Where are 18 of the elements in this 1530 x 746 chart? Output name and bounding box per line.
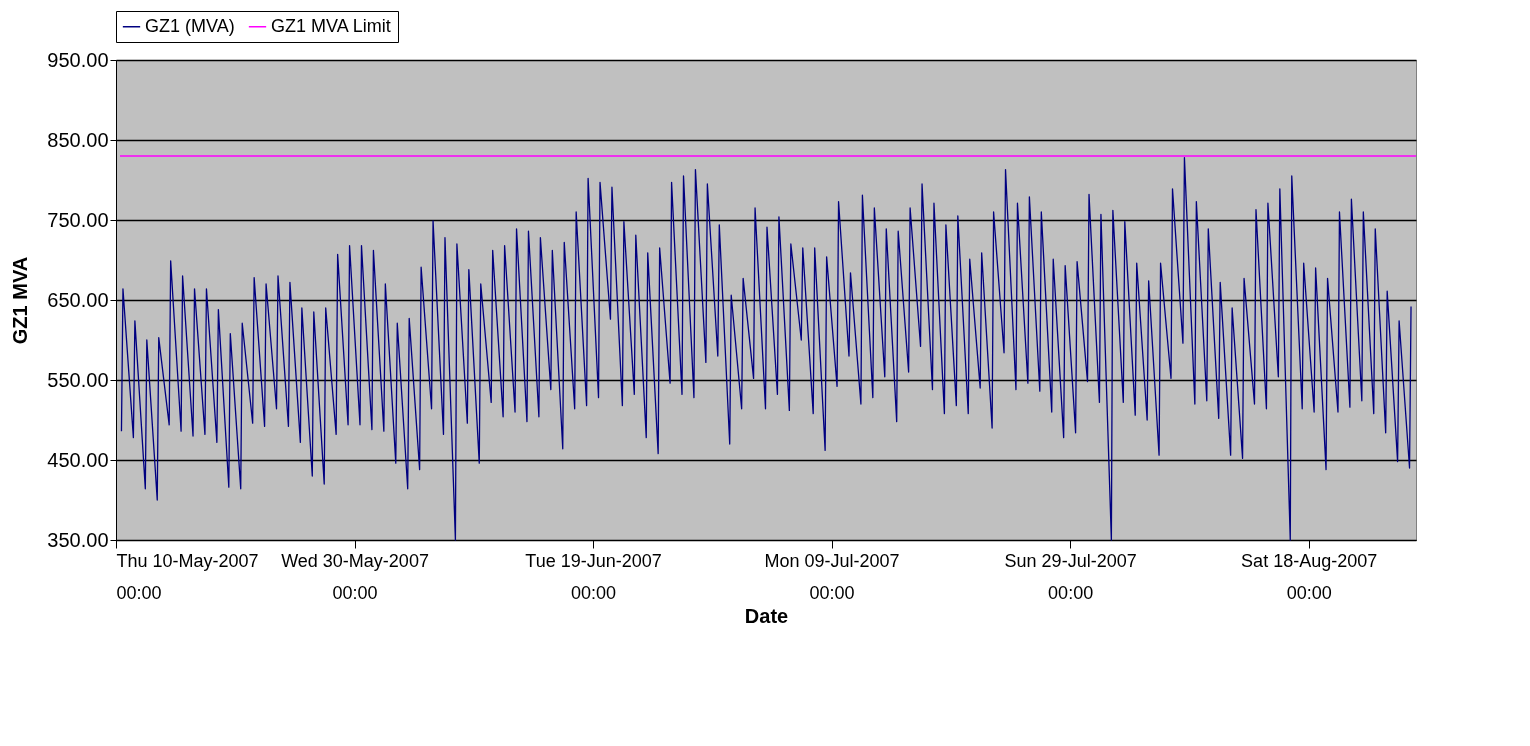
y-tick-label: 350.00 [47, 528, 109, 551]
legend-label: GZ1 MVA Limit [271, 15, 391, 36]
y-tick-label: 450.00 [47, 448, 109, 471]
x-tick-label: Thu 10-May-2007 00:00 [116, 550, 259, 603]
legend-label: GZ1 (MVA) [145, 15, 235, 36]
x-tick-label: Sun 29-Jul-2007 00:00 [1004, 550, 1137, 603]
x-tick-label: Wed 30-May-2007 00:00 [281, 550, 429, 603]
y-tick-label: 550.00 [47, 368, 109, 391]
y-tick-label: 950.00 [47, 48, 109, 71]
x-axis-title: Date [744, 604, 789, 627]
x-tick-label: Sat 18-Aug-2007 00:00 [1241, 550, 1378, 603]
y-tick-label: 650.00 [47, 288, 109, 311]
x-tick-label: Tue 19-Jun-2007 00:00 [525, 550, 662, 603]
line-series [120, 156, 1412, 541]
y-tick-label: 750.00 [47, 208, 109, 231]
y-axis-title: GZ1 MVA [9, 256, 32, 345]
y-tick-label: 850.00 [47, 128, 109, 151]
x-tick-label: Mon 09-Jul-2007 00:00 [764, 550, 900, 603]
